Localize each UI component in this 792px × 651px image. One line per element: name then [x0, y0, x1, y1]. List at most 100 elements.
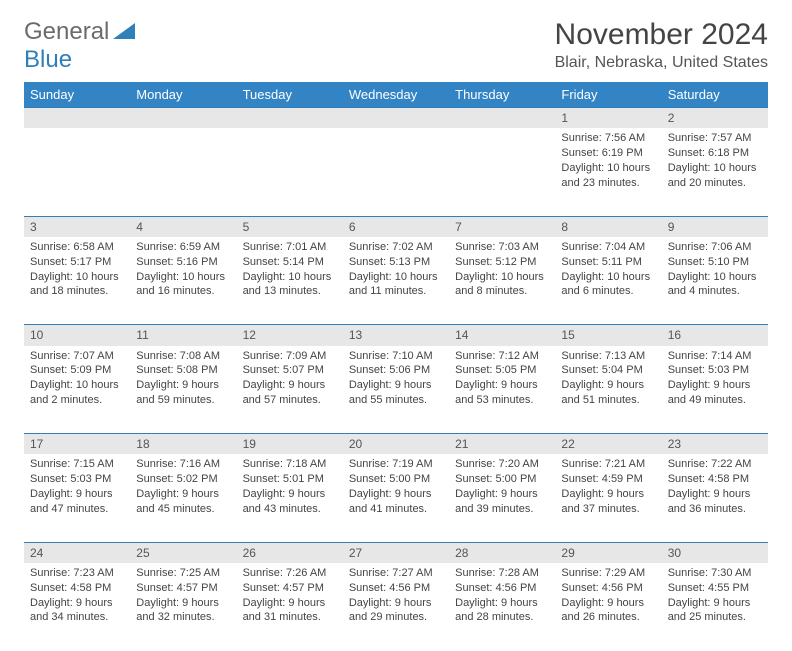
- sunrise: Sunrise: 7:07 AM: [30, 349, 124, 364]
- sunset-label: Sunset:: [243, 582, 283, 594]
- sunset-value: 4:58 PM: [70, 582, 111, 594]
- daylight: Daylight: 9 hours and 37 minutes.: [561, 487, 655, 517]
- sunrise-value: 7:03 AM: [499, 241, 539, 253]
- sunrise-value: 7:29 AM: [605, 567, 645, 579]
- sunrise: Sunrise: 7:27 AM: [349, 566, 443, 581]
- sunrise: Sunrise: 7:29 AM: [561, 566, 655, 581]
- sunrise-value: 7:12 AM: [499, 350, 539, 362]
- logo-text: General Blue: [24, 18, 135, 74]
- sunset-value: 5:12 PM: [495, 256, 536, 268]
- sunrise-label: Sunrise:: [561, 458, 604, 470]
- sunset-label: Sunset:: [136, 364, 176, 376]
- sunset-label: Sunset:: [349, 473, 389, 485]
- sunrise-label: Sunrise:: [455, 350, 498, 362]
- day-header: Friday: [555, 82, 661, 108]
- sunrise-label: Sunrise:: [668, 350, 711, 362]
- sunset-label: Sunset:: [455, 473, 495, 485]
- day-cell: Sunrise: 7:23 AMSunset: 4:58 PMDaylight:…: [24, 563, 130, 651]
- sunset: Sunset: 5:12 PM: [455, 255, 549, 270]
- sunset-value: 5:13 PM: [389, 256, 430, 268]
- sunset-value: 5:00 PM: [389, 473, 430, 485]
- day-cell: Sunrise: 7:13 AMSunset: 5:04 PMDaylight:…: [555, 346, 661, 434]
- sunset: Sunset: 5:02 PM: [136, 472, 230, 487]
- day-number: 20: [349, 437, 362, 451]
- daylight: Daylight: 9 hours and 34 minutes.: [30, 596, 124, 626]
- day-header: Tuesday: [237, 82, 343, 108]
- sunset-value: 5:00 PM: [495, 473, 536, 485]
- sunset: Sunset: 5:03 PM: [30, 472, 124, 487]
- day-number: 25: [136, 546, 149, 560]
- day-cell: Sunrise: 7:10 AMSunset: 5:06 PMDaylight:…: [343, 346, 449, 434]
- sunrise-label: Sunrise:: [561, 567, 604, 579]
- daylight: Daylight: 9 hours and 45 minutes.: [136, 487, 230, 517]
- day-number: 7: [455, 220, 462, 234]
- daylight-label: Daylight:: [349, 488, 395, 500]
- details-row: Sunrise: 7:07 AMSunset: 5:09 PMDaylight:…: [24, 346, 768, 434]
- sunrise-value: 7:26 AM: [286, 567, 326, 579]
- sunset-value: 4:59 PM: [602, 473, 643, 485]
- day-cell: [237, 128, 343, 216]
- sunrise-label: Sunrise:: [455, 567, 498, 579]
- day-number-cell: 27: [343, 542, 449, 563]
- day-cell: Sunrise: 7:26 AMSunset: 4:57 PMDaylight:…: [237, 563, 343, 651]
- sunrise-value: 7:19 AM: [392, 458, 432, 470]
- sunrise: Sunrise: 7:16 AM: [136, 457, 230, 472]
- sunset-label: Sunset:: [561, 473, 601, 485]
- day-number: 28: [455, 546, 468, 560]
- daylight-label: Daylight:: [30, 597, 76, 609]
- day-number-cell: 13: [343, 325, 449, 346]
- daylight: Daylight: 9 hours and 43 minutes.: [243, 487, 337, 517]
- daylight: Daylight: 10 hours and 6 minutes.: [561, 270, 655, 300]
- sunset: Sunset: 5:11 PM: [561, 255, 655, 270]
- daylight-label: Daylight:: [30, 488, 76, 500]
- day-number: 1: [561, 111, 568, 125]
- sunset: Sunset: 5:10 PM: [668, 255, 762, 270]
- day-number: 4: [136, 220, 143, 234]
- details-row: Sunrise: 7:23 AMSunset: 4:58 PMDaylight:…: [24, 563, 768, 651]
- day-cell: Sunrise: 7:57 AMSunset: 6:18 PMDaylight:…: [662, 128, 768, 216]
- day-cell: Sunrise: 7:03 AMSunset: 5:12 PMDaylight:…: [449, 237, 555, 325]
- daylight: Daylight: 9 hours and 41 minutes.: [349, 487, 443, 517]
- sunset-label: Sunset:: [243, 364, 283, 376]
- sunset-value: 5:06 PM: [389, 364, 430, 376]
- day-number-cell: 29: [555, 542, 661, 563]
- sunrise-label: Sunrise:: [30, 567, 73, 579]
- sunset-value: 4:55 PM: [708, 582, 749, 594]
- day-number: 6: [349, 220, 356, 234]
- sunrise: Sunrise: 7:19 AM: [349, 457, 443, 472]
- sunrise-value: 6:59 AM: [180, 241, 220, 253]
- sunset-value: 5:03 PM: [708, 364, 749, 376]
- sunrise: Sunrise: 7:21 AM: [561, 457, 655, 472]
- sunrise-value: 7:10 AM: [392, 350, 432, 362]
- sunset: Sunset: 5:14 PM: [243, 255, 337, 270]
- day-cell: Sunrise: 7:02 AMSunset: 5:13 PMDaylight:…: [343, 237, 449, 325]
- daynum-row: 3456789: [24, 216, 768, 237]
- sunrise-label: Sunrise:: [243, 241, 286, 253]
- day-cell: Sunrise: 7:04 AMSunset: 5:11 PMDaylight:…: [555, 237, 661, 325]
- day-number: 12: [243, 328, 256, 342]
- sunset-label: Sunset:: [30, 473, 70, 485]
- daylight: Daylight: 9 hours and 25 minutes.: [668, 596, 762, 626]
- sunrise-value: 7:13 AM: [605, 350, 645, 362]
- sunset: Sunset: 5:05 PM: [455, 363, 549, 378]
- daylight: Daylight: 9 hours and 29 minutes.: [349, 596, 443, 626]
- daylight: Daylight: 10 hours and 8 minutes.: [455, 270, 549, 300]
- sunset-label: Sunset:: [668, 582, 708, 594]
- sunrise-value: 6:58 AM: [73, 241, 113, 253]
- title-block: November 2024 Blair, Nebraska, United St…: [555, 18, 768, 72]
- daylight-label: Daylight:: [668, 597, 714, 609]
- day-number: 23: [668, 437, 681, 451]
- sunrise-value: 7:01 AM: [286, 241, 326, 253]
- day-cell: [449, 128, 555, 216]
- sunrise-value: 7:57 AM: [711, 132, 751, 144]
- day-cell: Sunrise: 7:21 AMSunset: 4:59 PM Daylight:…: [555, 454, 661, 542]
- sunrise-label: Sunrise:: [561, 241, 604, 253]
- sunrise-label: Sunrise:: [349, 458, 392, 470]
- sunset: Sunset: 4:56 PM: [349, 581, 443, 596]
- daylight: Daylight: 10 hours and 18 minutes.: [30, 270, 124, 300]
- day-number-cell: 16: [662, 325, 768, 346]
- day-cell: Sunrise: 6:59 AMSunset: 5:16 PMDaylight:…: [130, 237, 236, 325]
- sunset: Sunset: 5:01 PM: [243, 472, 337, 487]
- sunset: Sunset: 5:04 PM: [561, 363, 655, 378]
- day-number-cell: 21: [449, 434, 555, 455]
